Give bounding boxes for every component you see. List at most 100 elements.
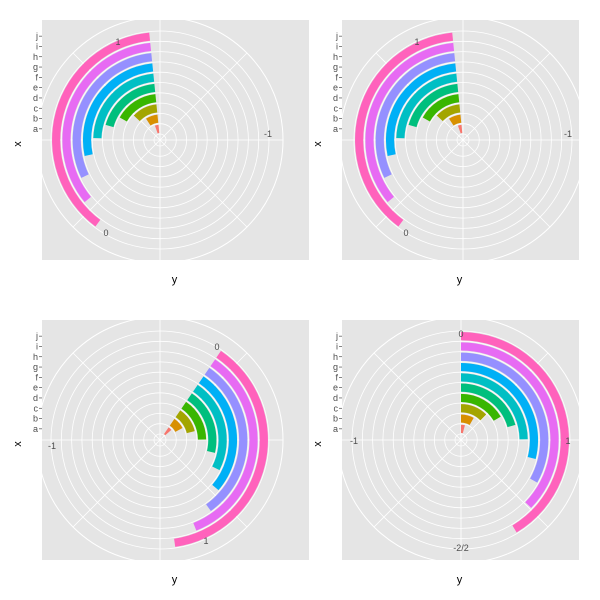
radial-tick-label: j	[35, 31, 38, 41]
bar-f	[93, 73, 155, 139]
angle-tick-label: 1	[414, 37, 419, 47]
bar-b	[461, 414, 474, 425]
radial-tick-label: e	[333, 83, 338, 93]
y-axis-title: x	[12, 141, 24, 147]
angle-tick-label: 0	[403, 228, 408, 238]
angle-tick-label: -2/2	[453, 543, 469, 553]
radial-tick-label: d	[333, 393, 338, 403]
bar-d	[181, 401, 207, 440]
radial-tick-label: b	[33, 414, 38, 424]
radial-tick-label: i	[336, 341, 338, 351]
bar-i	[62, 42, 152, 203]
angle-tick-label: 0	[214, 342, 219, 352]
bar-f	[396, 73, 458, 139]
panel-plot-area	[42, 320, 284, 560]
radial-tick-label: b	[333, 414, 338, 424]
radial-tick-label: i	[36, 341, 38, 351]
bar-d	[461, 393, 501, 421]
radial-tick-label: e	[33, 383, 38, 393]
radial-tick-label: c	[334, 403, 339, 413]
y-axis-title: x	[12, 441, 24, 447]
bar-f	[193, 384, 227, 471]
bar-a	[461, 424, 465, 434]
radial-tick-label: i	[36, 41, 38, 51]
radial-tick-label: h	[33, 52, 38, 62]
angle-tick-label: -1	[564, 129, 572, 139]
bar-h	[72, 53, 153, 178]
radial-tick-label: e	[333, 383, 338, 393]
angle-tick-label: -1	[350, 436, 358, 446]
radial-tick-label: f	[35, 72, 38, 82]
radial-tick-label: b	[33, 114, 38, 124]
radial-tick-label: g	[333, 362, 338, 372]
bar-g	[82, 63, 154, 157]
bar-c	[133, 104, 158, 122]
x-axis-title: y	[172, 274, 178, 286]
radial-tick-label: a	[333, 124, 338, 134]
grid-spoke	[462, 139, 551, 228]
radial-tick-label: f	[335, 372, 338, 382]
panel-plot-area	[42, 20, 284, 260]
y-axis-title: x	[312, 441, 324, 447]
bar-a	[163, 427, 172, 436]
radial-tick-label: h	[333, 52, 338, 62]
panel-plot-area	[342, 20, 579, 260]
radial-tick-label: g	[333, 62, 338, 72]
grid-spoke	[373, 439, 462, 528]
bar-j	[174, 350, 268, 547]
bar-i	[461, 342, 559, 508]
radial-tick-label: g	[33, 362, 38, 372]
bar-a	[154, 124, 160, 134]
radial-tick-label: c	[34, 103, 39, 113]
bar-e	[105, 83, 156, 128]
bar-i	[193, 359, 258, 531]
grid-spoke	[159, 52, 248, 141]
bar-h	[375, 53, 456, 178]
bar-h	[204, 367, 248, 512]
bar-g	[198, 376, 238, 491]
x-axis-title: y	[457, 274, 463, 286]
radial-tick-label: h	[33, 352, 38, 362]
bar-f	[461, 373, 528, 440]
radial-tick-label: c	[34, 403, 39, 413]
bar-b	[169, 418, 183, 432]
panel-plot-area	[342, 320, 579, 560]
angle-tick-label: 0	[458, 329, 463, 339]
bar-c	[436, 104, 461, 122]
radial-tick-label: j	[335, 31, 338, 41]
radial-tick-label: c	[334, 103, 339, 113]
angle-tick-label: -1	[264, 129, 272, 139]
radial-tick-label: e	[33, 83, 38, 93]
y-axis-title: x	[312, 141, 324, 147]
angle-tick-label: 1	[565, 436, 570, 446]
radial-tick-label: d	[333, 93, 338, 103]
bar-a	[457, 124, 463, 134]
bar-e	[461, 383, 516, 428]
bar-i	[365, 42, 455, 203]
radial-tick-label: b	[333, 114, 338, 124]
bar-d	[119, 94, 157, 122]
grid-spoke	[72, 352, 161, 441]
grid-spoke	[373, 352, 462, 441]
angle-tick-label: 1	[115, 37, 120, 47]
grid-spoke	[72, 439, 161, 528]
x-axis-title: y	[457, 574, 463, 586]
angle-tick-label: -1	[48, 441, 56, 451]
radial-tick-label: d	[33, 393, 38, 403]
bar-g	[385, 63, 457, 157]
radial-tick-label: f	[335, 72, 338, 82]
bar-j	[355, 32, 454, 227]
radial-tick-label: d	[33, 93, 38, 103]
bar-b	[448, 114, 462, 126]
grid-spoke	[462, 52, 551, 141]
radial-tick-label: g	[33, 62, 38, 72]
grid-spoke	[159, 139, 248, 228]
bar-d	[422, 94, 460, 122]
radial-tick-label: j	[335, 331, 338, 341]
bar-j	[52, 32, 151, 227]
